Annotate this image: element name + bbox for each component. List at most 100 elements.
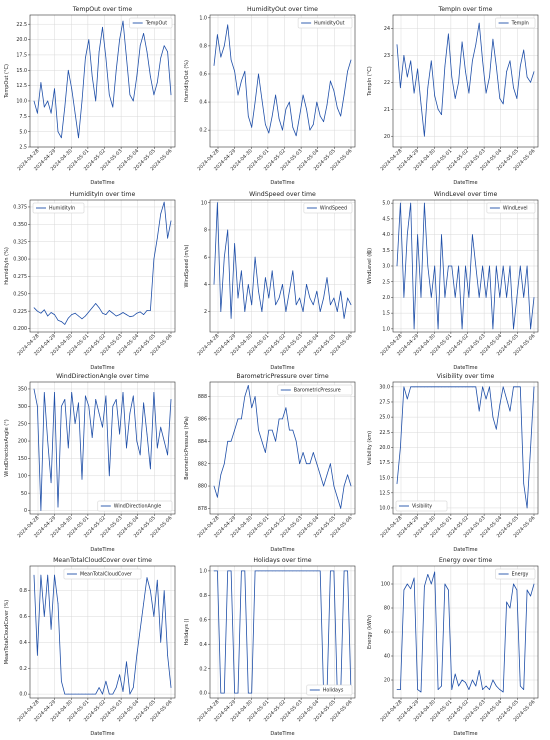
data-point: [465, 386, 466, 388]
y-axis-label: WindLevel (级): [366, 248, 373, 284]
data-point: [57, 603, 59, 604]
data-point: [74, 693, 76, 695]
data-point: [406, 76, 408, 78]
data-point: [454, 297, 456, 298]
data-point: [160, 426, 162, 428]
data-point: [126, 57, 127, 59]
data-point: [513, 386, 514, 388]
data-point: [109, 475, 110, 477]
data-point: [275, 304, 276, 306]
data-point: [244, 396, 246, 397]
data-point: [533, 386, 535, 388]
data-point: [64, 399, 66, 400]
data-point: [251, 304, 253, 306]
data-point: [513, 583, 514, 585]
y-tick-label: 886: [198, 417, 207, 423]
data-point: [323, 297, 324, 299]
data-point: [420, 297, 422, 298]
data-point: [333, 297, 335, 299]
chart-3: TempIn over time20212223242024-04-282024…: [367, 6, 539, 186]
legend: BarometricPressure: [277, 384, 353, 396]
data-point: [336, 107, 338, 109]
data-point: [150, 468, 151, 470]
y-tick-label: 100: [381, 582, 390, 588]
data-point: [254, 256, 256, 258]
y-tick-label: 0.4: [19, 640, 27, 646]
data-point: [122, 392, 124, 393]
data-point: [509, 607, 511, 609]
data-point: [282, 284, 283, 285]
data-point: [444, 386, 446, 388]
y-tick-label: 15.0: [379, 475, 390, 481]
legend-label: WindSpeed: [320, 206, 347, 212]
data-point: [330, 80, 331, 82]
data-point: [275, 570, 276, 572]
y-tick-label: 0.350: [13, 222, 27, 228]
data-point: [78, 693, 79, 695]
data-point: [427, 386, 429, 388]
data-point: [485, 398, 487, 400]
data-point: [150, 310, 151, 311]
data-point: [95, 399, 96, 400]
chart-title: Holidays over time: [253, 557, 311, 564]
y-tick-label: 0.4: [199, 100, 207, 106]
y-tick-label: 0.2: [199, 128, 207, 134]
data-point: [81, 478, 83, 480]
data-point: [278, 297, 280, 299]
y-tick-label: 0.8: [199, 43, 207, 49]
legend: WindSpeed: [303, 202, 353, 214]
y-tick-label: 1.5: [382, 311, 390, 317]
y-tick-label: 5.0: [19, 129, 27, 135]
data-point: [343, 318, 345, 319]
data-point: [403, 55, 405, 56]
data-point: [306, 570, 307, 572]
data-point: [167, 51, 168, 53]
data-point: [265, 570, 266, 572]
legend: MeanTotalCloudCover: [63, 568, 142, 580]
data-point: [50, 112, 52, 114]
data-point: [482, 689, 483, 690]
y-tick-label: 4.5: [382, 216, 390, 222]
y-tick-label: 23: [384, 53, 390, 59]
data-point: [437, 328, 439, 330]
y-tick-label: 50: [21, 491, 27, 497]
data-point: [427, 87, 429, 89]
y-tick-label: 15.0: [16, 68, 27, 74]
y-tick-label: 8: [204, 228, 207, 234]
data-point: [150, 590, 151, 591]
legend-box: [306, 684, 353, 696]
data-point: [468, 297, 470, 298]
y-tick-label: 0.6: [199, 72, 207, 78]
data-point: [513, 328, 514, 330]
data-point: [523, 483, 525, 485]
chart-7: WindDirectionAngle over time 0 50 100 150 200…: [4, 373, 176, 553]
data-point: [241, 418, 242, 420]
data-point: [472, 679, 473, 681]
data-point: [278, 418, 280, 420]
data-point: [530, 81, 531, 83]
data-point: [254, 396, 256, 397]
data-point: [247, 692, 249, 694]
y-tick-label: 2: [204, 309, 207, 315]
data-point: [316, 101, 318, 103]
y-tick-label: 0.6: [199, 617, 207, 623]
data-point: [396, 483, 398, 485]
chart-title: HumidityIn over time: [70, 191, 136, 198]
chart-11: Holidays over time0.00.20.40.60.81.02024…: [184, 557, 356, 737]
data-point: [516, 297, 518, 298]
data-point: [67, 69, 69, 71]
data-point: [316, 570, 318, 572]
data-point: [495, 65, 497, 67]
y-tick-label: 17.5: [379, 460, 390, 466]
data-point: [47, 100, 49, 102]
data-point: [526, 589, 528, 591]
y-tick-label: 0.300: [13, 257, 27, 263]
data-point: [74, 312, 76, 314]
data-point: [247, 385, 249, 386]
data-point: [61, 321, 62, 322]
data-point: [78, 402, 79, 404]
data-point: [43, 392, 45, 393]
data-point: [143, 314, 144, 315]
data-point: [309, 570, 311, 572]
data-point: [153, 392, 155, 393]
